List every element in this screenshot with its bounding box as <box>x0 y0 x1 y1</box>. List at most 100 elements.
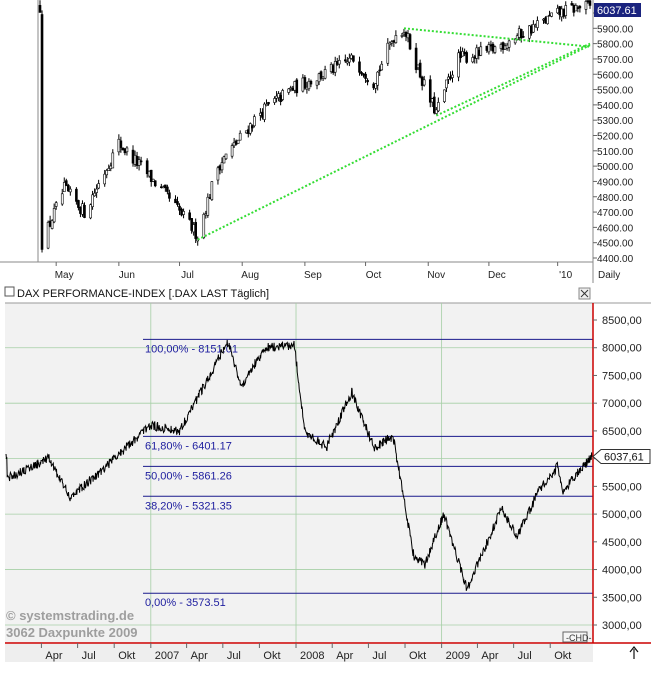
x-tick-label: Jul <box>372 650 386 662</box>
candle-body <box>588 0 592 6</box>
candle-body <box>206 196 210 216</box>
candle-body <box>445 79 448 89</box>
candle-body <box>564 5 568 16</box>
x-tick-label: Apr <box>191 650 208 662</box>
candlestick-series <box>38 0 592 253</box>
candle-body <box>457 52 460 78</box>
candle-body <box>323 69 327 79</box>
x-tick-label: 2007 <box>155 650 179 662</box>
candle-body <box>230 145 234 157</box>
trendline[interactable] <box>197 44 591 241</box>
y-tick-label: 5200.00 <box>597 132 634 143</box>
candle-body <box>499 44 503 49</box>
candle-body <box>111 152 115 169</box>
candle-body <box>404 32 408 37</box>
candle-body <box>435 109 438 114</box>
candle-body <box>489 44 493 47</box>
y-axis: 6000.005900.005800.005700.005600.005500.… <box>593 9 634 265</box>
x-tick-label: Okt <box>263 650 280 662</box>
candle-body <box>204 213 208 216</box>
x-tick-label: Jun <box>119 270 135 281</box>
candle-body <box>190 218 193 231</box>
candle-body <box>174 198 177 204</box>
candle-body <box>83 205 86 218</box>
candle-body <box>168 192 171 199</box>
candle-body <box>556 8 559 14</box>
candle-body <box>317 73 321 83</box>
x-tick-label: Apr <box>481 650 498 662</box>
candle-body <box>54 202 58 207</box>
candle-body <box>160 186 163 188</box>
trendline[interactable] <box>403 27 591 48</box>
candle-body <box>139 160 143 163</box>
candle-body <box>89 204 92 219</box>
panel-menu-icon[interactable] <box>4 286 15 297</box>
candle-body <box>178 205 181 211</box>
y-tick-label: 4500.00 <box>597 239 634 250</box>
last-value-badge: 6037,61 <box>592 449 651 465</box>
candle-body <box>346 61 349 64</box>
candle-body <box>79 206 82 214</box>
candle-body <box>390 41 394 44</box>
candle-body <box>422 79 426 86</box>
candle-body <box>145 160 149 175</box>
candle-body <box>182 211 185 215</box>
candle-body <box>248 123 252 134</box>
candle-body <box>546 15 549 25</box>
x-tick-label: 2008 <box>300 650 324 662</box>
candle-body <box>584 1 588 10</box>
candle-body <box>570 3 574 6</box>
candle-body <box>166 186 169 192</box>
candle-body <box>95 188 98 193</box>
candle-body <box>194 222 197 239</box>
candle-body <box>433 96 436 114</box>
candle-body <box>331 65 335 73</box>
candle-body <box>477 49 481 56</box>
candle-body <box>544 17 547 24</box>
candle-body <box>315 80 319 86</box>
candle-body <box>77 200 80 208</box>
candle-body <box>513 38 517 44</box>
chain-icon[interactable]: -CHD- <box>562 631 592 643</box>
candle-body <box>362 73 365 76</box>
candle-body <box>244 130 248 134</box>
candle-body <box>473 56 477 59</box>
candle-body <box>372 83 375 89</box>
y-tick-label: 5800.00 <box>597 40 634 51</box>
candle-body <box>238 132 242 141</box>
candle-body <box>81 203 84 215</box>
candle-body <box>392 40 396 43</box>
y-tick-label: 5100.00 <box>597 147 634 158</box>
up-arrow-icon[interactable] <box>629 646 639 659</box>
candle-body <box>176 201 179 205</box>
candle-body <box>164 184 167 188</box>
candle-body <box>388 42 392 46</box>
candle-body <box>234 140 238 145</box>
candle-body <box>430 98 434 103</box>
y-tick-label: 4600.00 <box>597 223 634 234</box>
x-tick-label: Apr <box>45 650 62 662</box>
close-icon[interactable] <box>578 287 591 300</box>
candle-body <box>471 57 475 63</box>
last-value-badge: 6037.61 <box>594 3 641 17</box>
y-tick-label: 4700.00 <box>597 208 634 219</box>
candle-body <box>131 149 135 164</box>
candle-body <box>275 95 278 99</box>
candle-body <box>67 184 70 192</box>
y-tick-label: 5700.00 <box>597 55 634 66</box>
top-daily-chart: 6000.005900.005800.005700.005600.005500.… <box>0 0 651 283</box>
candle-body <box>202 214 206 238</box>
fib-level-label: 50,00% - 5861.26 <box>145 470 232 482</box>
y-tick-label: 5000.00 <box>597 162 634 173</box>
x-tick-label: Okt <box>409 650 426 662</box>
fibonacci-levels: 100,00% - 8151.01 61,80% - 6401.17 50,00% … <box>143 338 593 609</box>
last-value-label: 6037.61 <box>597 5 637 17</box>
trendline[interactable] <box>435 42 591 117</box>
last-value-label: 6037,61 <box>604 452 644 464</box>
candle-body <box>50 220 54 229</box>
y-tick-label: 5400.00 <box>597 101 634 112</box>
x-tick-label: Nov <box>427 270 445 281</box>
candle-body <box>192 224 195 233</box>
candle-body <box>279 94 282 102</box>
y-tick-label: 8000,00 <box>602 343 642 355</box>
